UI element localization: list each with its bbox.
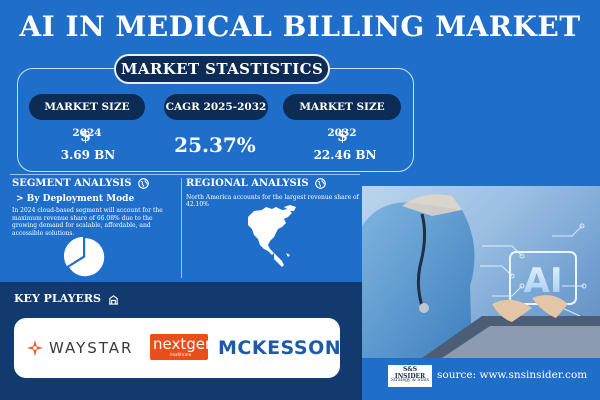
- segment-subheading: > By Deployment Mode: [16, 194, 135, 204]
- waystar-star-icon: [26, 339, 44, 357]
- globe-icon: [315, 178, 326, 189]
- stat-value-cagr: 25.37%: [174, 133, 256, 157]
- source-text: source: www.snsinsider.com: [437, 369, 588, 381]
- segment-analysis-title: SEGMENT ANALYSIS: [12, 178, 132, 189]
- column-divider: [181, 178, 182, 278]
- waystar-wordmark: WAYSTAR: [49, 339, 134, 357]
- nextgen-logo: nextgen healthcare: [150, 334, 215, 360]
- section-divider: [10, 174, 360, 175]
- svg-text:AI: AI: [524, 261, 563, 301]
- stat-value-2032: 22.46 BN: [313, 148, 377, 162]
- ai-doctor-illustration: AI: [362, 186, 600, 358]
- pie-slice-other: [64, 237, 83, 267]
- regional-analysis-heading: REGIONAL ANALYSIS: [186, 178, 326, 189]
- currency-symbol-2032: $: [337, 126, 349, 145]
- stats-heading: MARKET STASTISTICS: [114, 54, 330, 84]
- mckesson-logo: MCKESSON: [218, 337, 342, 359]
- segment-pie-chart: [64, 237, 105, 277]
- segment-description: In 2024 cloud-based segment will account…: [12, 207, 163, 237]
- nextgen-subtitle: healthcare: [170, 352, 192, 357]
- pie-slice-cloud-based: [69, 238, 105, 277]
- waystar-logo: WAYSTAR: [26, 336, 133, 360]
- stat-value-2024: 3.69 BN: [60, 148, 116, 162]
- stat-label-cagr: CAGR 2025-2032: [164, 94, 268, 120]
- ai-doctor-photo: AI: [362, 186, 600, 358]
- segment-analysis-heading: SEGMENT ANALYSIS: [12, 178, 149, 189]
- globe-icon: [138, 178, 149, 189]
- sns-insider-logo: S&S INSIDER Strategy & Stats: [388, 365, 432, 387]
- regional-description: North America accounts for the largest r…: [186, 194, 359, 208]
- stat-label-2032: MARKET SIZE 2032: [283, 94, 401, 139]
- key-players-title: KEY PLAYERS: [14, 292, 101, 305]
- stat-label-2024: MARKET SIZE 2024: [29, 94, 145, 139]
- page-title: AI IN MEDICAL BILLING MARKET: [19, 10, 581, 43]
- sns-logo-tagline: Strategy & Stats: [390, 378, 430, 383]
- regional-analysis-title: REGIONAL ANALYSIS: [186, 178, 309, 189]
- north-america-map-icon: [248, 205, 296, 267]
- building-icon: [108, 294, 118, 305]
- key-players-heading: KEY PLAYERS: [14, 292, 119, 305]
- sns-logo-name: S&S INSIDER: [394, 366, 426, 380]
- currency-symbol-2024: $: [80, 126, 92, 145]
- nextgen-wordmark: nextgen: [153, 335, 215, 353]
